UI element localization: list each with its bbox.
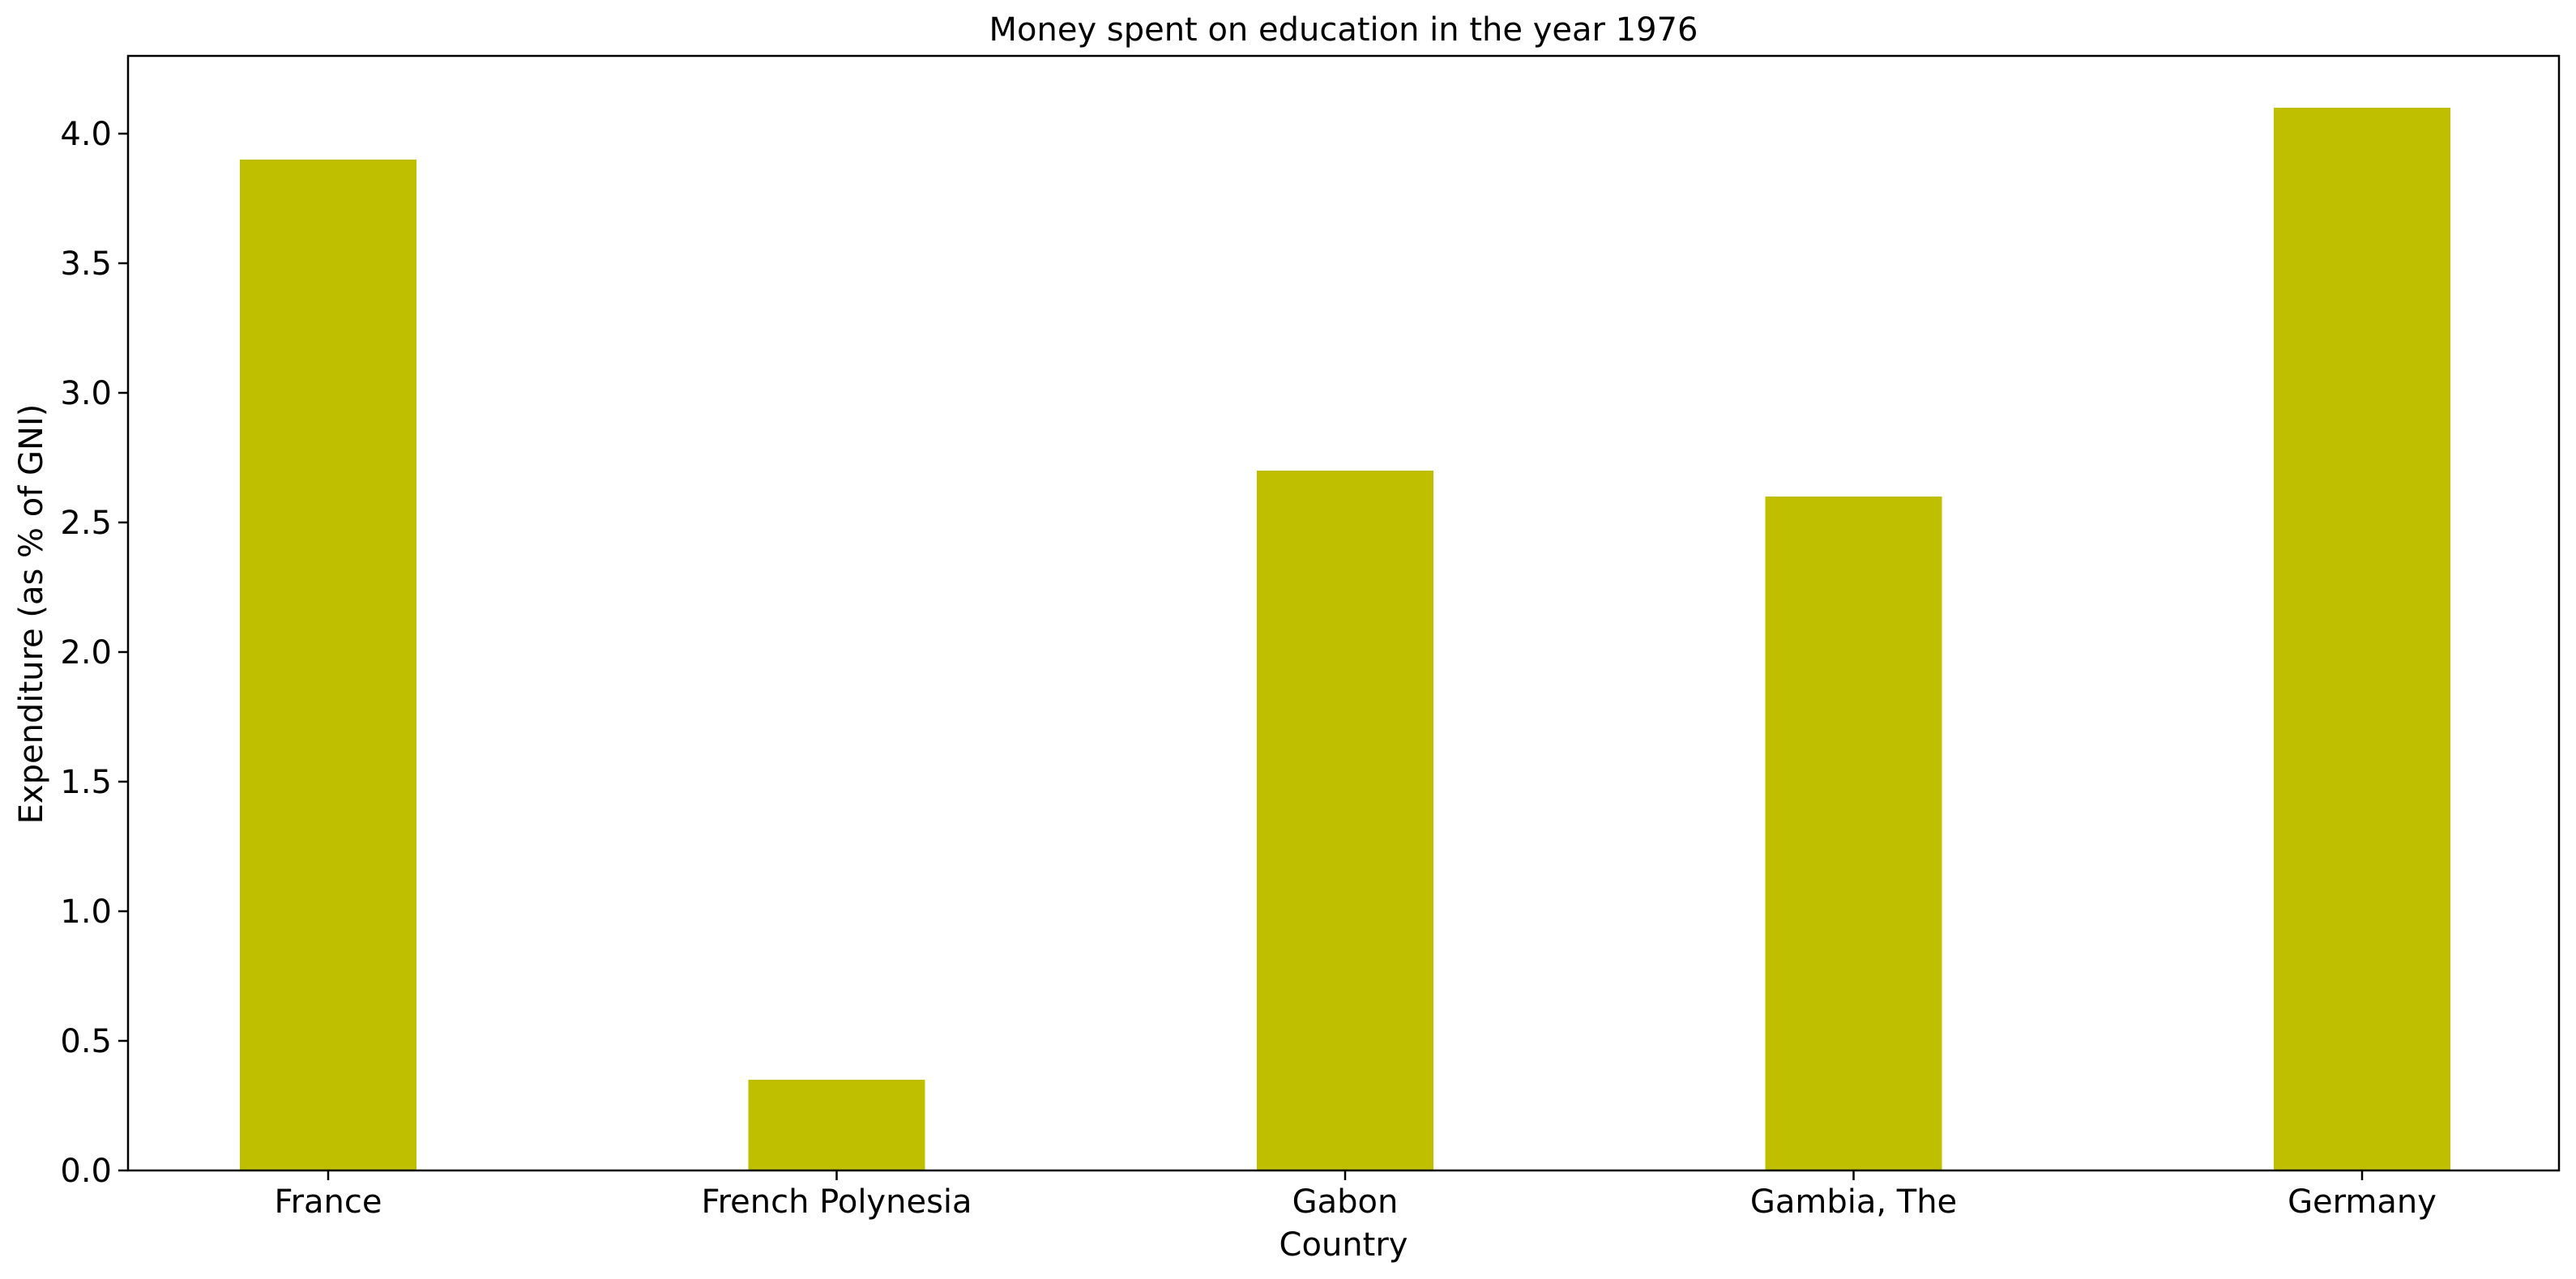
x-tick-label: Gambia, The <box>1750 1183 1957 1221</box>
y-tick-label: 3.5 <box>60 245 112 283</box>
x-tick-label: French Polynesia <box>701 1183 972 1221</box>
y-tick-label: 2.5 <box>60 505 112 542</box>
bar-germany <box>2274 108 2450 1170</box>
y-tick-label: 3.0 <box>60 375 112 412</box>
chart-title: Money spent on education in the year 197… <box>989 11 1698 49</box>
bars-group <box>240 108 2450 1170</box>
y-axis-ticks: 0.0 0.5 1.0 1.5 2.0 2.5 3.0 3.5 4.0 <box>60 116 128 1190</box>
plot-frame <box>126 54 2561 1172</box>
bar-french-polynesia <box>748 1080 925 1170</box>
y-tick-label: 0.5 <box>60 1023 112 1060</box>
y-tick-label: 1.5 <box>60 764 112 801</box>
bar-gabon <box>1257 471 1433 1170</box>
bar-france <box>240 160 417 1170</box>
x-tick-label: Gabon <box>1292 1183 1399 1221</box>
y-axis-label: Expenditure (as % of GNI) <box>13 404 50 825</box>
y-tick-label: 1.0 <box>60 893 112 931</box>
bar-gambia-the <box>1765 497 1942 1170</box>
y-tick-label: 0.0 <box>60 1153 112 1190</box>
x-axis-label: Country <box>1279 1226 1408 1264</box>
y-tick-label: 4.0 <box>60 116 112 153</box>
x-tick-label: Germany <box>2288 1183 2437 1221</box>
x-axis-ticks: France French Polynesia Gabon Gambia, The Ge… <box>274 1170 2437 1221</box>
x-tick-label: France <box>274 1183 382 1221</box>
y-tick-label: 2.0 <box>60 634 112 671</box>
